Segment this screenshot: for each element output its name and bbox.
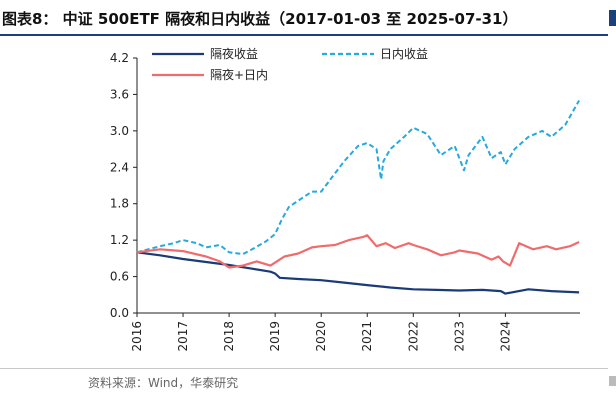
x-tick-label: 2024 bbox=[498, 321, 512, 352]
x-tick-label: 2023 bbox=[452, 321, 466, 352]
source-divider bbox=[0, 368, 608, 369]
y-tick-label: 1.2 bbox=[110, 233, 129, 247]
legend-label-3: 隔夜+日内 bbox=[210, 67, 268, 82]
chart-axes: 0.0 0.6 1.2 1.8 2.4 3.0 3.6 4.2 2016 2017 2018 2019… bbox=[110, 51, 580, 352]
series-line-3 bbox=[136, 234, 580, 269]
y-tick-label: 3.6 bbox=[110, 87, 129, 101]
y-tick-label: 1.8 bbox=[110, 197, 129, 211]
series-line-1 bbox=[136, 251, 580, 295]
adjacent-figure-edge bbox=[609, 10, 616, 26]
legend-label-1: 隔夜收益 bbox=[210, 46, 258, 61]
x-tick-label: 2020 bbox=[314, 321, 328, 352]
x-tick-label: 2021 bbox=[360, 321, 374, 352]
series-line-2 bbox=[136, 100, 580, 256]
adjacent-figure-edge-bottom bbox=[609, 376, 616, 386]
y-tick-label: 0.0 bbox=[110, 306, 129, 320]
x-tick-label: 2017 bbox=[176, 321, 190, 352]
x-tick-label: 2018 bbox=[222, 321, 236, 352]
y-tick-label: 2.4 bbox=[110, 160, 129, 174]
x-tick-label: 2019 bbox=[268, 321, 282, 352]
legend-label-2: 日内收益 bbox=[380, 47, 428, 61]
y-tick-label: 4.2 bbox=[110, 51, 129, 65]
figure-title: 图表8： 中证 500ETF 隔夜和日内收益（2017-01-03 至 2025… bbox=[2, 10, 518, 28]
line-chart: 0.0 0.6 1.2 1.8 2.4 3.0 3.6 4.2 2016 2017 2018 2019… bbox=[110, 46, 580, 352]
chart-series-layer bbox=[136, 100, 580, 295]
x-tick-label: 2022 bbox=[406, 321, 420, 352]
y-tick-label: 0.6 bbox=[110, 270, 129, 284]
y-tick-label: 3.0 bbox=[110, 124, 129, 138]
x-tick-label: 2016 bbox=[130, 321, 144, 352]
source-note: 资料来源：Wind，华泰研究 bbox=[88, 376, 239, 390]
figure-title-bar: 图表8： 中证 500ETF 隔夜和日内收益（2017-01-03 至 2025… bbox=[0, 0, 608, 36]
